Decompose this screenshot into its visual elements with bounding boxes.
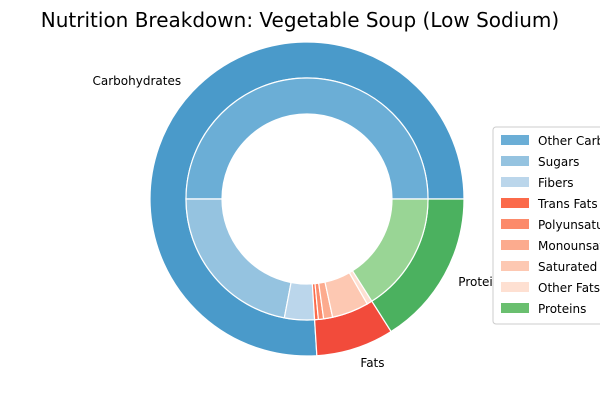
legend-swatch-polyunsaturated-fats: [501, 219, 529, 229]
legend-swatch-other-fats: [501, 282, 529, 292]
chart-title: Nutrition Breakdown: Vegetable Soup (Low…: [41, 8, 559, 32]
legend-swatch-proteins: [501, 303, 529, 313]
outer-label-carbohydrates: Carbohydrates: [93, 74, 182, 88]
legend-label-sugars: Sugars: [538, 155, 579, 169]
legend-label-other-fats: Other Fats: [538, 281, 600, 295]
legend-swatch-other-carbohydrates: [501, 135, 529, 145]
inner-slice-proteins: [351, 198, 429, 302]
legend-swatch-fibers: [501, 177, 529, 187]
legend-swatch-sugars: [501, 156, 529, 166]
inner-ring: [185, 77, 429, 321]
legend-label-saturated-fats: Saturated Fats: [538, 260, 600, 274]
inner-slice-other-carbohydrates: [185, 77, 429, 200]
outer-label-fats: Fats: [360, 356, 384, 370]
legend-label-monounsaturated-fats: Monounsaturated Fats: [538, 239, 600, 253]
legend-label-polyunsaturated-fats: Polyunsaturated Fats: [538, 218, 600, 232]
legend-swatch-monounsaturated-fats: [501, 240, 529, 250]
legend: Other Carbohydrates Sugars Fibers Trans Fat…: [492, 126, 600, 325]
legend-label-other-carbohydrates: Other Carbohydrates: [538, 134, 600, 148]
legend-label-fibers: Fibers: [538, 176, 574, 190]
legend-label-proteins: Proteins: [538, 302, 586, 316]
legend-swatch-trans-fats: [501, 198, 529, 208]
legend-swatch-saturated-fats: [501, 261, 529, 271]
legend-label-trans-fats: Trans Fats: [537, 197, 598, 211]
legend-frame: [492, 126, 600, 325]
